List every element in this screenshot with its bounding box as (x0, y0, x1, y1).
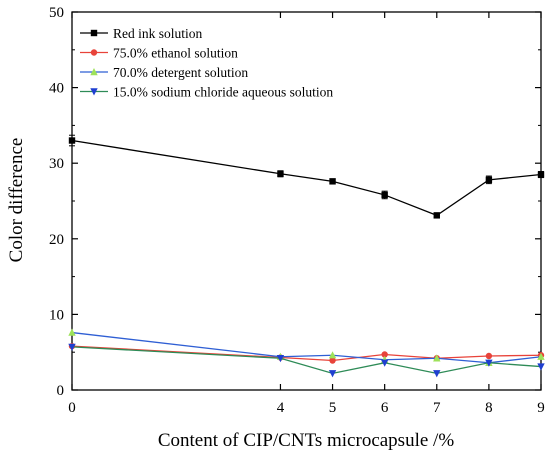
legend-marker (90, 68, 98, 76)
data-point (328, 370, 337, 378)
data-point (381, 351, 388, 358)
legend-marker (90, 29, 98, 37)
x-tick-label: 4 (277, 400, 285, 416)
series-line (71, 346, 542, 375)
legend: Red ink solution 75.0% ethanol solution 70… (80, 26, 333, 100)
x-tick-label: 7 (433, 400, 441, 416)
y-tick-label: 10 (49, 307, 64, 323)
legend-label: 75.0% ethanol solution (113, 46, 238, 61)
x-tick-label: 9 (537, 400, 545, 416)
series-1 (68, 134, 545, 219)
axes-layer: 0 4 5 6 7 8 9 0 10 20 30 40 50 (49, 5, 545, 416)
legend-item: 15.0% sodium chloride aqueous solution (80, 85, 333, 100)
series-line (71, 345, 542, 362)
legend-item: 70.0% detergent solution (80, 65, 248, 80)
y-axis-title: Color difference (6, 138, 27, 263)
legend-label: Red ink solution (113, 26, 203, 41)
data-point (68, 343, 76, 351)
data-point (537, 363, 545, 371)
legend-marker (90, 49, 98, 56)
data-point (276, 355, 285, 363)
data-point (537, 352, 545, 360)
series-3 (68, 328, 545, 366)
y-tick-label: 40 (49, 81, 64, 97)
x-axis-title: Content of CIP/CNTs microcapsule /% (158, 430, 454, 451)
data-point (433, 212, 440, 219)
series-line (71, 331, 542, 364)
data-point (485, 176, 493, 184)
data-point (381, 191, 388, 199)
data-point (433, 370, 441, 378)
x-tick-label: 8 (485, 400, 493, 416)
legend-label: 15.0% sodium chloride aqueous solution (113, 85, 333, 100)
series-line (71, 139, 542, 217)
series-4 (68, 343, 545, 378)
x-tick-label: 6 (381, 400, 389, 416)
data-point (485, 359, 493, 367)
x-tick-label: 5 (329, 400, 337, 416)
y-tick-label: 0 (57, 383, 65, 399)
data-point (328, 351, 337, 359)
data-point (485, 352, 493, 360)
legend-label: 70.0% detergent solution (113, 65, 248, 80)
x-tick-label: 0 (68, 400, 76, 416)
legend-marker (90, 88, 98, 96)
y-tick-label: 20 (49, 232, 64, 248)
series-2 (68, 342, 545, 364)
data-point (433, 354, 441, 362)
legend-item: Red ink solution (80, 26, 203, 41)
series-layer (68, 134, 545, 378)
y-tick-label: 30 (49, 156, 64, 172)
data-point (68, 328, 76, 336)
legend-item: 75.0% ethanol solution (80, 46, 238, 61)
y-tick-label: 50 (49, 5, 64, 21)
data-point (380, 359, 389, 367)
data-point (329, 178, 336, 185)
data-point (277, 170, 284, 177)
data-point (68, 137, 76, 144)
data-point (329, 357, 336, 364)
data-point (537, 171, 545, 178)
